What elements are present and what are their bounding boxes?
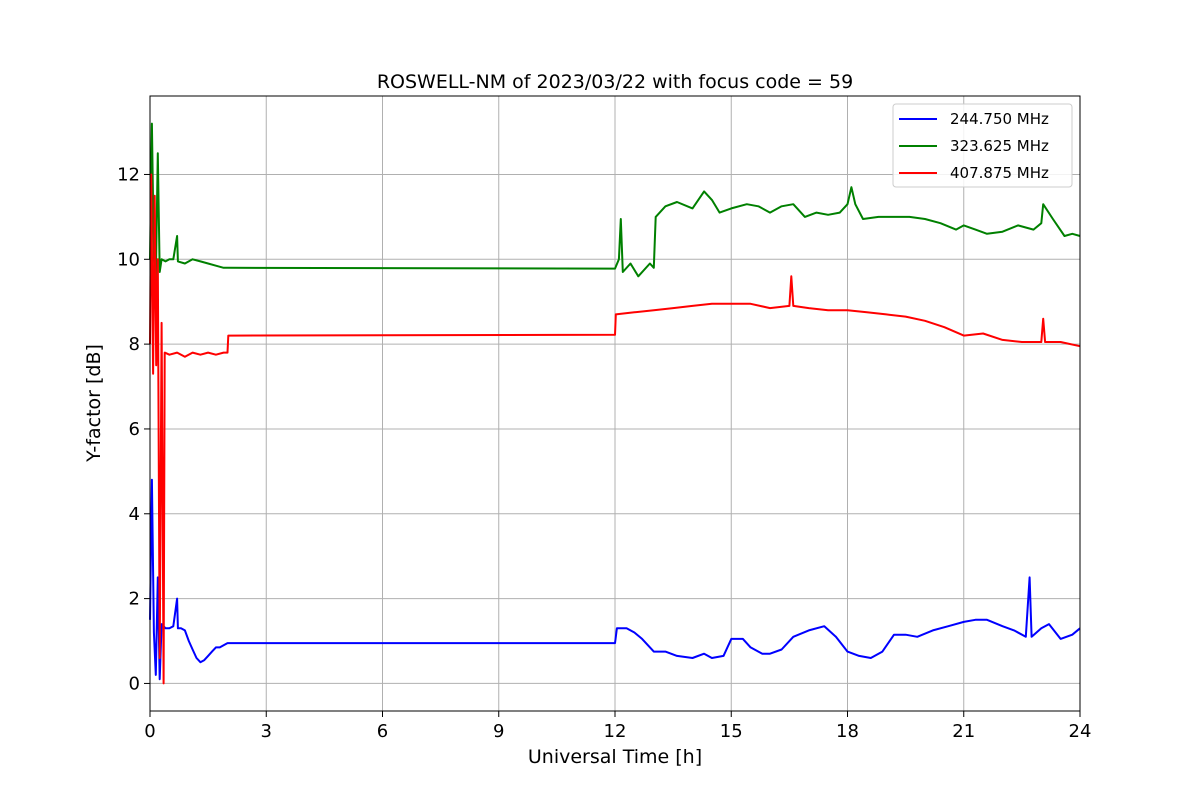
y-tick-label: 6 (129, 419, 140, 440)
x-tick-label: 9 (493, 721, 504, 742)
series-lines (149, 122, 1081, 685)
x-tick-label: 0 (144, 721, 155, 742)
x-tick-label: 6 (377, 721, 388, 742)
chart-title: ROSWELL-NM of 2023/03/22 with focus code… (377, 71, 853, 93)
x-tick-label: 24 (1069, 721, 1092, 742)
x-axis-label: Universal Time [h] (528, 746, 702, 768)
y-tick-label: 8 (129, 334, 140, 355)
x-tick-label: 12 (604, 721, 627, 742)
y-tick-label: 0 (129, 673, 140, 694)
y-axis-label: Y-factor [dB] (83, 344, 105, 463)
legend-label: 407.875 MHz (950, 164, 1049, 182)
x-tick-label: 21 (952, 721, 975, 742)
x-tick-label: 15 (720, 721, 743, 742)
x-tick-label: 3 (261, 721, 272, 742)
series-line-3 (149, 173, 1081, 685)
legend-box (892, 103, 1073, 188)
y-tick-label: 4 (129, 504, 140, 525)
x-tick-label: 18 (836, 721, 859, 742)
y-tick-label: 10 (117, 249, 140, 270)
series-line-2 (149, 122, 1081, 282)
legend: 244.750 MHz 323.625 MHz 407.875 MHz (892, 103, 1073, 188)
legend-label: 323.625 MHz (950, 137, 1049, 155)
y-tick-label: 12 (117, 164, 140, 185)
legend-label: 244.750 MHz (950, 110, 1049, 128)
series-line-1 (149, 478, 1081, 681)
y-tick-label: 2 (129, 589, 140, 610)
